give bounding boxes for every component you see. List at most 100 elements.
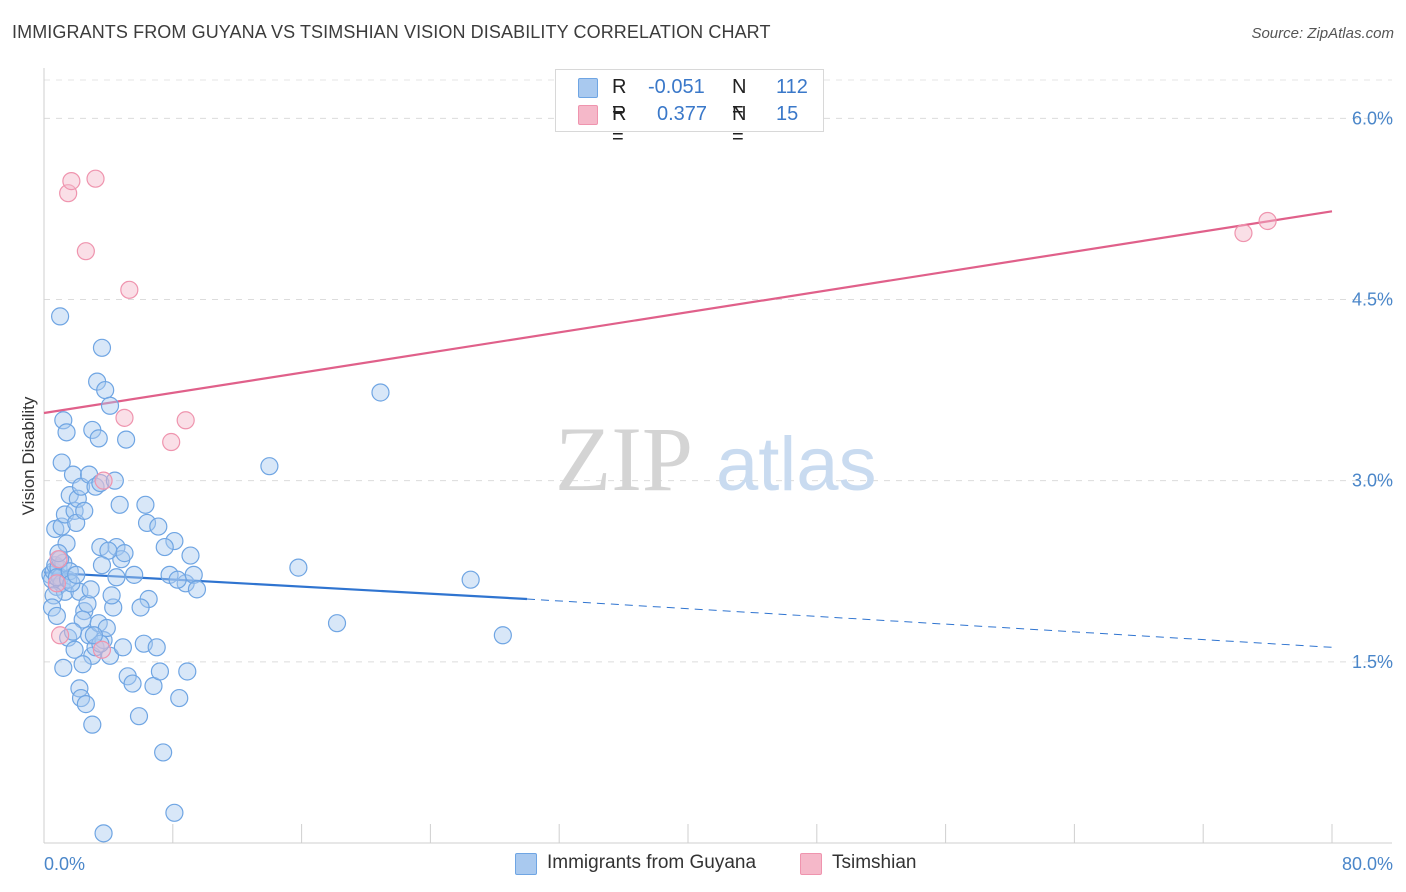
data-point	[75, 501, 94, 520]
data-point	[54, 658, 73, 677]
x-tick-label: 0.0%	[44, 854, 85, 874]
data-point	[150, 662, 170, 681]
data-point	[86, 169, 105, 188]
data-point	[94, 824, 113, 843]
data-point	[49, 550, 68, 569]
data-point	[73, 655, 92, 674]
grid-lines	[44, 79, 1392, 663]
watermark: ZIP atlas	[555, 408, 877, 510]
data-point	[129, 707, 149, 726]
data-point	[260, 457, 279, 476]
data-point	[89, 429, 108, 448]
watermark-atlas: atlas	[716, 422, 877, 507]
x-tick-labels: 0.0% 80.0%	[44, 854, 1393, 874]
legend-swatch-tsimshian	[578, 105, 598, 125]
data-point	[181, 546, 200, 565]
data-point	[289, 558, 308, 577]
data-point	[92, 338, 112, 357]
data-point	[187, 580, 207, 599]
x-tick-label: 80.0%	[1342, 854, 1393, 874]
data-point	[47, 574, 66, 593]
data-point	[123, 674, 142, 693]
data-point	[371, 383, 390, 402]
source-label: Source: ZipAtlas.com	[1251, 25, 1394, 42]
data-point	[149, 517, 168, 536]
data-point	[62, 574, 81, 593]
data-point	[76, 695, 95, 714]
data-point	[165, 531, 184, 551]
data-point	[168, 570, 187, 589]
data-point	[115, 408, 134, 427]
data-point	[50, 626, 70, 645]
data-point	[59, 184, 78, 203]
correlation-legend: R = -0.051 N = 112 R = 0.377 N = 15	[555, 69, 824, 148]
data-point	[67, 565, 86, 584]
data-point	[47, 606, 66, 626]
data-point	[107, 568, 126, 587]
data-point	[120, 280, 139, 299]
data-point	[83, 715, 102, 734]
axes	[43, 68, 1392, 844]
r-value: 0.377	[657, 103, 708, 125]
y-tick-label: 3.0%	[1352, 471, 1393, 491]
data-point	[102, 586, 121, 605]
data-point	[176, 411, 195, 430]
r-value: -0.051	[648, 76, 705, 98]
y-axis-label: Vision Disability	[19, 396, 38, 515]
data-point	[155, 537, 174, 557]
data-point	[147, 638, 166, 657]
data-point	[84, 626, 104, 645]
data-point	[42, 598, 62, 617]
n-label: N =	[732, 76, 747, 121]
data-point	[49, 544, 68, 563]
data-point	[110, 495, 129, 514]
trend-line-guyana-extension	[526, 598, 1333, 648]
data-point	[100, 396, 120, 415]
n-label: N =	[732, 103, 747, 148]
trend-line-tsimshian	[43, 210, 1333, 415]
data-point	[1234, 223, 1253, 243]
n-value: 15	[776, 103, 799, 125]
data-point	[154, 743, 173, 762]
data-point	[65, 640, 84, 659]
data-point	[125, 565, 144, 584]
y-tick-label: 6.0%	[1352, 108, 1393, 128]
data-point	[493, 626, 512, 645]
chart-title: IMMIGRANTS FROM GUYANA VS TSIMSHIAN VISI…	[12, 22, 771, 42]
legend-label-tsimshian: Tsimshian	[832, 852, 917, 873]
data-point	[137, 513, 157, 533]
data-point	[62, 172, 81, 191]
legend-swatch-guyana	[515, 853, 537, 875]
data-point	[91, 473, 110, 493]
data-point	[57, 423, 76, 442]
r-label: R =	[612, 76, 627, 121]
data-points	[41, 169, 1277, 843]
y-tick-labels: 1.5% 3.0% 4.5% 6.0%	[1352, 108, 1393, 672]
data-point	[52, 453, 71, 472]
data-point	[81, 580, 100, 599]
r-label: R =	[612, 103, 627, 148]
series-guyana	[41, 307, 512, 843]
data-point	[115, 544, 134, 563]
data-point	[54, 411, 73, 430]
data-point	[461, 570, 480, 589]
data-point	[136, 495, 155, 514]
data-point	[113, 638, 132, 657]
legend-swatch-tsimshian	[800, 853, 822, 875]
data-point	[327, 614, 347, 633]
data-point	[170, 688, 189, 708]
data-point	[71, 688, 91, 708]
data-point	[117, 430, 136, 449]
data-point	[92, 556, 112, 575]
data-point	[50, 307, 70, 326]
data-point	[1258, 211, 1277, 231]
data-point	[52, 517, 71, 536]
data-point	[165, 803, 184, 822]
data-point	[92, 640, 112, 659]
data-point	[96, 380, 115, 400]
data-point	[162, 432, 181, 452]
n-value: 112	[776, 76, 808, 98]
series-tsimshian	[47, 169, 1277, 659]
data-point	[178, 662, 197, 681]
